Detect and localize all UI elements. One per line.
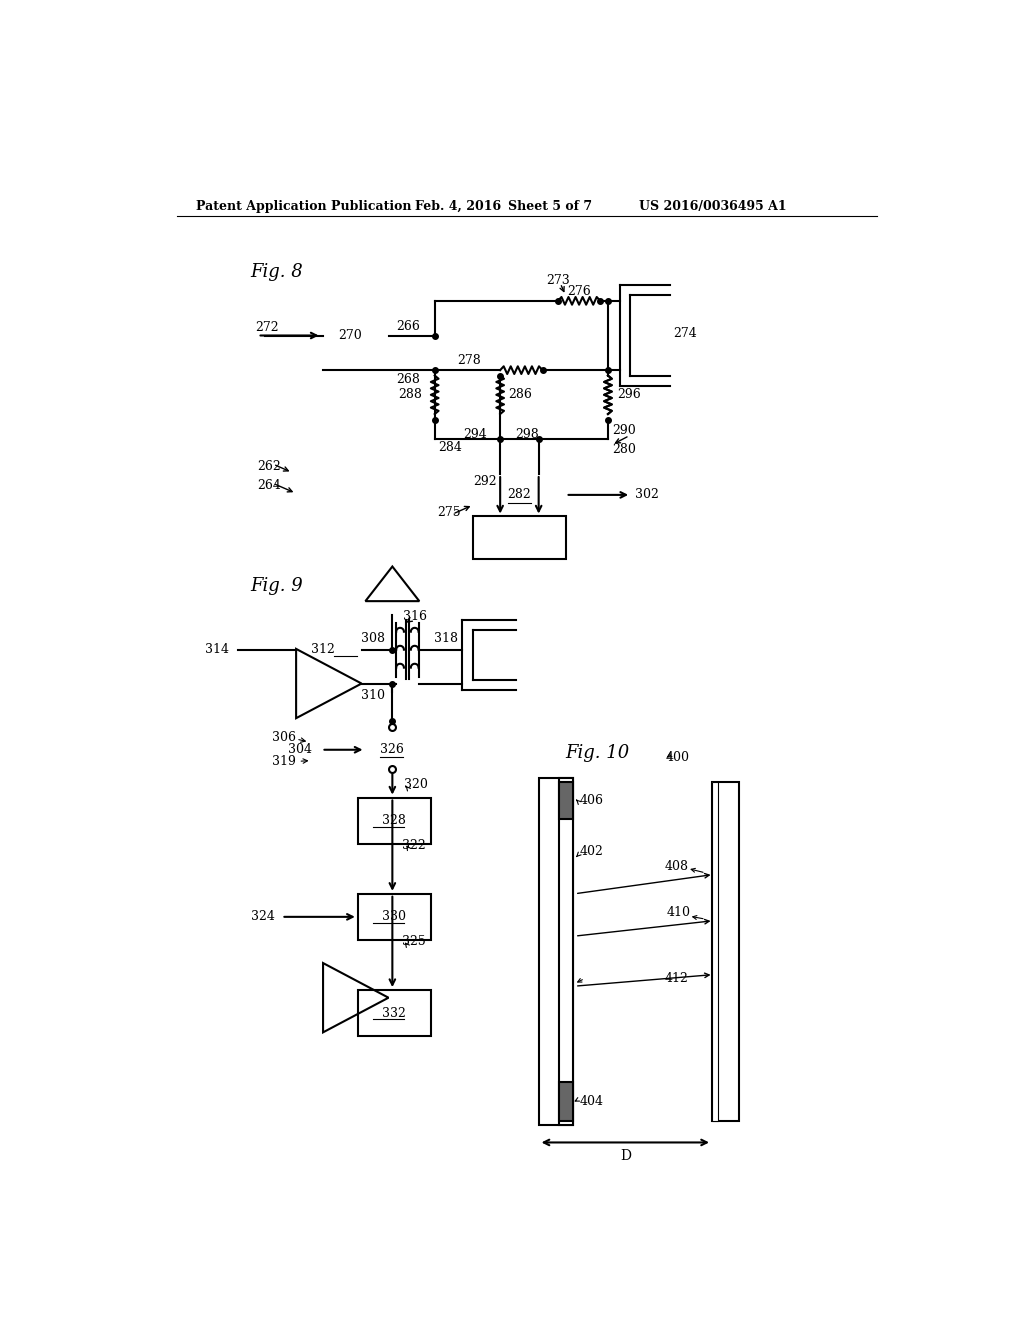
Text: 406: 406 xyxy=(580,795,603,807)
Text: Fig. 9: Fig. 9 xyxy=(250,577,303,595)
Text: 408: 408 xyxy=(665,861,689,874)
Text: 302: 302 xyxy=(635,488,658,502)
Bar xyxy=(357,797,431,843)
Text: 276: 276 xyxy=(567,285,591,298)
Text: 308: 308 xyxy=(361,632,385,645)
Text: 332: 332 xyxy=(382,1007,407,1019)
Text: 262: 262 xyxy=(258,459,282,473)
Bar xyxy=(357,990,431,1036)
Text: 278: 278 xyxy=(458,354,481,367)
Text: Fig. 10: Fig. 10 xyxy=(565,744,630,762)
Text: Fig. 8: Fig. 8 xyxy=(250,264,303,281)
Text: 326: 326 xyxy=(381,743,404,756)
Text: 412: 412 xyxy=(665,972,689,985)
Text: 410: 410 xyxy=(667,907,690,920)
Text: 288: 288 xyxy=(397,388,422,401)
Bar xyxy=(712,781,739,1121)
Bar xyxy=(712,781,739,1121)
Text: 319: 319 xyxy=(272,755,296,768)
Text: 314: 314 xyxy=(205,643,229,656)
Text: 312: 312 xyxy=(310,643,335,656)
Text: 264: 264 xyxy=(258,479,282,492)
Text: 280: 280 xyxy=(611,444,636,455)
Text: 290: 290 xyxy=(611,424,636,437)
Bar xyxy=(357,894,431,940)
Text: 266: 266 xyxy=(396,319,420,333)
Text: 268: 268 xyxy=(396,372,420,385)
Text: 296: 296 xyxy=(617,388,641,401)
Text: 282: 282 xyxy=(508,488,531,502)
Text: Sheet 5 of 7: Sheet 5 of 7 xyxy=(508,199,592,213)
Text: 270: 270 xyxy=(338,329,361,342)
Text: Feb. 4, 2016: Feb. 4, 2016 xyxy=(416,199,502,213)
Text: 298: 298 xyxy=(515,428,539,441)
Text: 400: 400 xyxy=(666,751,690,764)
Text: D: D xyxy=(620,1150,631,1163)
Text: 284: 284 xyxy=(438,441,463,454)
Text: 328: 328 xyxy=(382,814,407,828)
Text: 320: 320 xyxy=(403,777,428,791)
Text: 304: 304 xyxy=(288,743,311,756)
Text: 324: 324 xyxy=(252,911,275,924)
Bar xyxy=(539,779,573,1125)
Text: 275: 275 xyxy=(437,506,461,519)
Text: 404: 404 xyxy=(580,1096,603,1109)
Text: 306: 306 xyxy=(272,731,296,744)
Bar xyxy=(559,779,573,1125)
Bar xyxy=(559,781,573,818)
Text: 316: 316 xyxy=(403,610,427,623)
Text: 273: 273 xyxy=(546,273,569,286)
Text: Patent Application Publication: Patent Application Publication xyxy=(196,199,412,213)
Text: US 2016/0036495 A1: US 2016/0036495 A1 xyxy=(639,199,786,213)
Text: 318: 318 xyxy=(434,632,459,645)
Text: 272: 272 xyxy=(255,321,279,334)
Text: 286: 286 xyxy=(508,388,531,401)
Text: 325: 325 xyxy=(401,935,425,948)
Text: 274: 274 xyxy=(674,327,697,341)
Text: 310: 310 xyxy=(361,689,385,702)
Bar xyxy=(712,781,718,1121)
Bar xyxy=(473,516,565,558)
Text: 292: 292 xyxy=(473,475,497,488)
Bar xyxy=(539,779,573,1125)
Bar xyxy=(559,779,573,1125)
Bar xyxy=(559,1082,573,1121)
Text: 322: 322 xyxy=(401,838,425,851)
Bar xyxy=(712,781,718,1121)
Text: 294: 294 xyxy=(464,428,487,441)
Text: 402: 402 xyxy=(580,845,603,858)
Text: 330: 330 xyxy=(382,911,407,924)
